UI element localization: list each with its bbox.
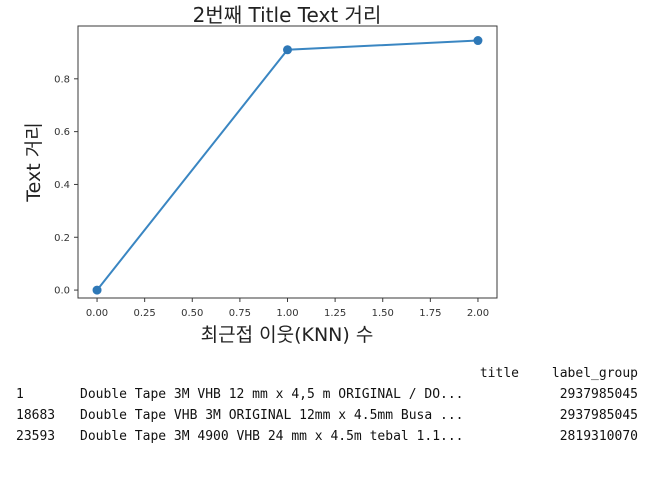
row-title: Double Tape VHB 3M ORIGINAL 12mm x 4.5mm… (80, 408, 464, 423)
table-row: 23593 Double Tape 3M 4900 VHB 24 mm x 4.… (0, 429, 645, 450)
plot-area-frame (77, 25, 498, 299)
x-axis-ticks: 0.00 0.25 0.50 0.75 1.00 1.25 1.50 1.75 2.00 (86, 298, 489, 319)
line-chart: 2번째 Title Text 거리 0.00 0.25 0.50 0.75 1.00 1.… (23, 3, 498, 346)
x-tick-label: 1.00 (276, 308, 298, 319)
column-header-label-group: label_group (551, 366, 638, 381)
table-header-row: title label_group (0, 366, 645, 387)
table-row: 1 Double Tape 3M VHB 12 mm x 4,5 m ORIGI… (0, 387, 645, 408)
y-tick-label: 0.4 (54, 180, 70, 191)
x-tick-label: 0.25 (134, 308, 156, 319)
row-index: 23593 (16, 429, 56, 444)
table-row: 18683 Double Tape VHB 3M ORIGINAL 12mm x… (0, 408, 645, 429)
row-label-group: 2937985045 (559, 408, 638, 423)
x-tick-label: 1.25 (324, 308, 346, 319)
x-tick-label: 1.75 (419, 308, 441, 319)
y-tick-label: 0.0 (54, 286, 70, 297)
data-point-marker (92, 285, 102, 295)
series-line (96, 39, 479, 291)
x-tick-label: 0.50 (181, 308, 203, 319)
x-tick-label: 0.75 (229, 308, 251, 319)
x-axis-label: 최근접 이웃(KNN) 수 (201, 324, 374, 346)
x-tick-label: 0.00 (86, 308, 108, 319)
data-point-marker (283, 45, 292, 55)
data-point-marker (473, 36, 483, 46)
dataframe-output: title label_group 1 Double Tape 3M VHB 1… (0, 366, 645, 450)
x-tick-label: 2.00 (467, 308, 489, 319)
y-tick-label: 0.2 (54, 233, 70, 244)
series-layer (92, 36, 483, 295)
y-axis-label: Text 거리 (23, 122, 45, 202)
row-label-group: 2937985045 (559, 387, 638, 402)
row-index: 1 (16, 387, 24, 402)
row-title: Double Tape 3M VHB 12 mm x 4,5 m ORIGINA… (80, 387, 464, 402)
row-index: 18683 (16, 408, 56, 423)
chart-title: 2번째 Title Text 거리 (193, 3, 382, 27)
column-header-title: title (479, 366, 519, 381)
y-tick-label: 0.8 (54, 74, 70, 85)
x-tick-label: 1.50 (372, 308, 394, 319)
row-label-group: 2819310070 (559, 429, 638, 444)
y-tick-label: 0.6 (54, 127, 70, 138)
y-axis-ticks: 0.0 0.2 0.4 0.6 0.8 (54, 74, 78, 297)
row-title: Double Tape 3M 4900 VHB 24 mm x 4.5m teb… (80, 429, 464, 444)
